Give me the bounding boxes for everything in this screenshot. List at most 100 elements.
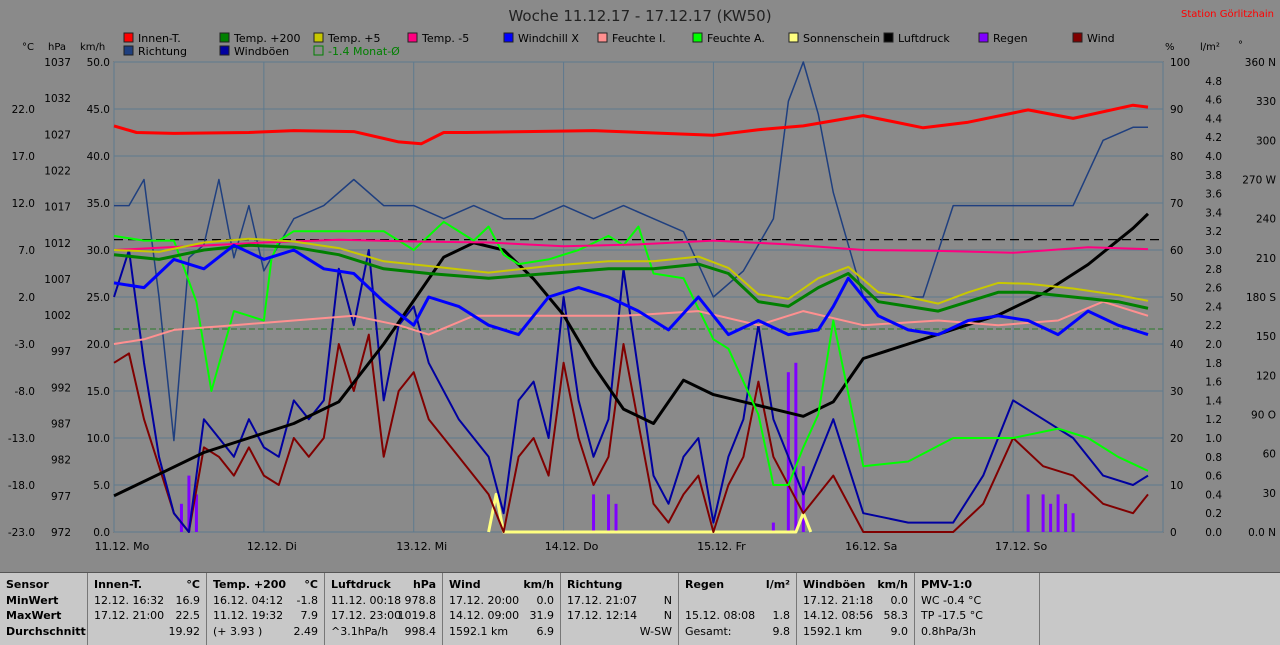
- rain-tick-label: 2.4: [1205, 301, 1222, 313]
- stats-group-name: Regen: [685, 578, 725, 591]
- day-tick-label: 17.12. So: [995, 540, 1047, 553]
- rain-tick-label: 0.0: [1205, 527, 1222, 539]
- stats-value: 1.8: [772, 609, 791, 622]
- day-tick-label: 11.12. Mo: [95, 540, 150, 553]
- stats-row-label: Durchschnitt: [6, 624, 86, 638]
- legend-label: Windchill X: [518, 32, 579, 45]
- richtung-line: [114, 61, 1148, 442]
- pressure-tick-label: 1002: [44, 310, 71, 322]
- stats-group-name: Richtung: [567, 578, 623, 591]
- direction-tick-label: 360 N: [1245, 57, 1276, 69]
- pressure-tick-label: 987: [51, 419, 71, 431]
- stats-group-name: Luftdruck: [331, 578, 391, 591]
- stats-group-header: Wind km/h: [449, 577, 554, 593]
- stats-group-header: Regen l/m²: [685, 577, 790, 593]
- stats-time: 1592.1 km: [803, 624, 863, 638]
- legend-swatch: [407, 32, 418, 43]
- stats-value-row: 15.12. 08:08 1.8: [685, 608, 790, 624]
- station-label: Station Görlitzhain: [1181, 9, 1274, 20]
- humidity-tick-label: 40: [1170, 339, 1183, 351]
- stats-time: Gesamt:: [685, 624, 732, 638]
- regen-bar: [771, 522, 775, 532]
- humidity-tick-label: 70: [1170, 198, 1183, 210]
- stats-value: 31.9: [529, 609, 555, 622]
- stats-value: W-SW: [639, 624, 672, 638]
- humidity-tick-label: 0: [1170, 527, 1177, 539]
- temp-tick-label: 17.0: [12, 151, 35, 163]
- temp-5-line: [113, 237, 1149, 305]
- stats-time: 1592.1 km: [449, 624, 509, 638]
- rain-tick-label: 2.0: [1205, 339, 1222, 351]
- temp-tick-label: 2.0: [18, 292, 35, 304]
- stats-group-header: Windböen km/h: [803, 577, 908, 593]
- stats-value-row: 14.12. 08:56 58.3: [803, 608, 908, 624]
- feuchte-i-line: [113, 300, 1149, 345]
- legend-label: Innen-T.: [138, 32, 181, 45]
- stats-group-name: Wind: [449, 578, 481, 591]
- legend-label: -1.4 Monat-Ø: [328, 45, 400, 58]
- rain-tick-label: 4.6: [1205, 95, 1222, 107]
- regen-bar: [1064, 503, 1068, 532]
- stats-time: 14.12. 09:00: [449, 609, 520, 622]
- stats-group-unit: l/m²: [765, 578, 790, 591]
- stats-value: -1.8: [296, 593, 318, 607]
- stats-value-row: Gesamt: 9.8: [685, 624, 790, 640]
- stats-group-header: Richtung: [567, 577, 672, 593]
- stats-group: Temp. +200 °C 16.12. 04:12 -1.8 11.12. 19:32…: [207, 573, 325, 645]
- wind-tick-label: 40.0: [87, 151, 110, 163]
- wind-tick-label: 30.0: [87, 245, 110, 257]
- pressure-tick-label: 1027: [44, 129, 71, 141]
- stats-sensor-header: Sensor: [6, 578, 49, 591]
- pressure-tick-label: 1012: [44, 238, 71, 250]
- day-tick-label: 13.12. Mi: [396, 540, 447, 553]
- stats-time: (+ 3.93 ): [213, 624, 263, 638]
- stats-time: 17.12. 21:07: [567, 593, 638, 607]
- weather-chart: Woche 11.12.17 - 17.12.17 (KW50) Station…: [7, 7, 1277, 553]
- stats-time: 14.12. 08:56: [803, 609, 874, 622]
- temp-unit-label: °C: [22, 42, 34, 53]
- stats-value: N: [663, 609, 672, 622]
- stats-group-unit: km/h: [523, 578, 554, 591]
- regen-bar: [1056, 494, 1060, 532]
- pressure-tick-label: 1032: [44, 93, 71, 105]
- stats-value: 978.8: [404, 593, 437, 607]
- rain-tick-label: 4.8: [1205, 76, 1222, 88]
- humidity-unit-label: %: [1165, 42, 1175, 53]
- temp-tick-label: -23.0: [8, 527, 35, 539]
- humidity-tick-label: 90: [1170, 104, 1183, 116]
- stats-value-row: 1592.1 km 9.0: [803, 624, 908, 640]
- windb-en-line: [113, 249, 1149, 533]
- pressure-tick-label: 997: [51, 346, 71, 358]
- wind-tick-label: 45.0: [87, 104, 110, 116]
- regen-bar: [187, 475, 191, 532]
- stats-time: 0.8hPa/3h: [921, 624, 977, 638]
- axis-ticks: 22.0 17.0 12.0 7.0 2.0 -3.0 -8.0 -13.0 -18.0 -23.…: [8, 57, 1277, 553]
- humidity-tick-label: 30: [1170, 386, 1183, 398]
- stats-value: 2.49: [293, 624, 319, 638]
- stats-time: ^3.1hPa/h: [331, 624, 389, 638]
- direction-unit-label: °: [1238, 40, 1243, 51]
- direction-tick-label: 240: [1256, 214, 1276, 226]
- stats-time: 17.12. 21:00: [94, 609, 165, 622]
- stats-value-row: 17.12. 21:18 0.0: [803, 593, 908, 609]
- stats-value: 22.5: [175, 609, 201, 622]
- legend-label: Temp. +200: [233, 32, 301, 45]
- stats-value-row: 11.12. 19:32 7.9: [213, 608, 318, 624]
- stats-time: WC -0.4 °C: [921, 593, 982, 607]
- direction-tick-label: 180 S: [1246, 292, 1276, 304]
- stats-value: 0.0: [536, 593, 555, 607]
- legend-swatch: [123, 32, 134, 43]
- rain-unit-label: l/m²: [1200, 42, 1220, 53]
- legend-swatch: [313, 32, 324, 43]
- rain-tick-label: 1.6: [1205, 377, 1222, 389]
- stats-group-header: Temp. +200 °C: [213, 577, 318, 593]
- humidity-tick-label: 80: [1170, 151, 1183, 163]
- rain-tick-label: 3.0: [1205, 245, 1222, 257]
- day-tick-label: 15.12. Fr: [697, 540, 746, 553]
- series-group: [113, 61, 1163, 534]
- regen-bar: [194, 494, 198, 532]
- regen-bar: [794, 362, 798, 532]
- rain-tick-label: 1.4: [1205, 395, 1222, 407]
- axis-unit-labels: °C hPa km/h % l/m² °: [22, 40, 1243, 53]
- rain-tick-label: 2.6: [1205, 283, 1222, 295]
